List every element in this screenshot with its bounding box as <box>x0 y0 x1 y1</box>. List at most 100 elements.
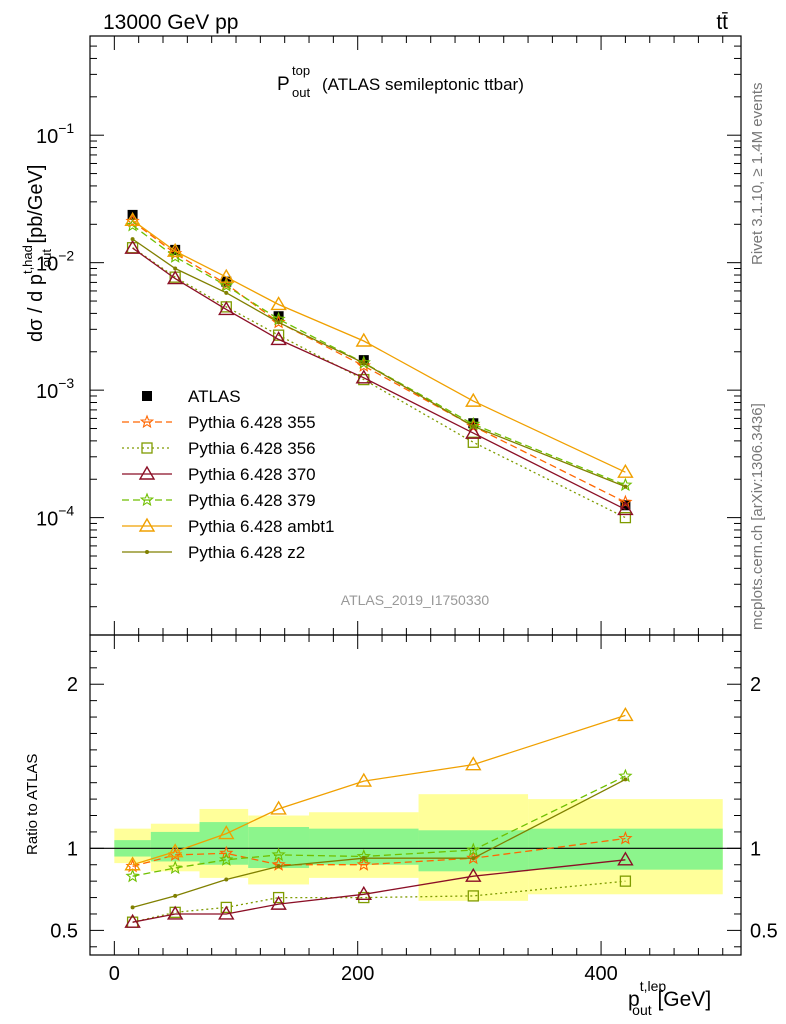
series-p370 <box>124 239 634 516</box>
main-ylabel-unit: [pb/GeV] <box>25 165 47 250</box>
data-point-p356 <box>619 511 632 524</box>
ratio-point-ambt1 <box>270 800 287 815</box>
data-point-ambt1 <box>465 392 482 407</box>
ratio-point-z2 <box>623 777 628 782</box>
ratio-band-inner <box>199 822 249 865</box>
plot-title-main: P <box>277 74 290 95</box>
legend-entry-p379: Pythia 6.428 379 <box>122 491 316 510</box>
ratio-point-z2 <box>361 856 366 861</box>
legend-marker-atlas <box>142 391 152 401</box>
x-tick-label: 400 <box>584 963 617 985</box>
ratio-series-ambt1 <box>124 707 634 871</box>
main-ytick-base: 10 <box>36 509 58 531</box>
ratio-point-p356 <box>358 891 370 904</box>
main-ytick-base: 10 <box>36 254 58 276</box>
data-point-p370 <box>218 301 235 316</box>
plot-title-sub: out <box>292 85 310 100</box>
plot-title: P <box>277 74 290 95</box>
legend-entry-p370: Pythia 6.428 370 <box>122 465 316 484</box>
data-point-p356 <box>272 329 285 341</box>
data-point-z2 <box>361 361 366 366</box>
ratio-point-ambt1 <box>617 707 634 722</box>
ratio-point-p370 <box>218 905 235 920</box>
analysis-id: ATLAS_2019_I1750330 <box>341 592 490 608</box>
ratio-point-ambt1 <box>218 825 235 840</box>
legend-label-p379: Pythia 6.428 379 <box>188 491 316 510</box>
ratio-series-p370 <box>124 851 634 928</box>
ratio-point-p370 <box>124 913 141 928</box>
ratio-frame <box>89 634 742 956</box>
legend-label-p355: Pythia 6.428 355 <box>188 413 316 432</box>
ratio-point-p370 <box>465 867 482 882</box>
data-point-ambt1 <box>617 463 634 478</box>
ratio-point-p370 <box>617 851 634 866</box>
beam-label: 13000 GeV pp <box>103 11 238 34</box>
ratio-point-p370 <box>166 905 184 920</box>
x-tick-label: 0 <box>109 963 120 985</box>
data-point-p370 <box>124 239 141 254</box>
process-label: tt̄ <box>716 11 728 34</box>
data-point-ambt1 <box>270 296 287 311</box>
main-ytick-exp: −4 <box>58 503 74 519</box>
ratio-ytick-label-left: 2 <box>67 674 78 696</box>
data-point-ambt1 <box>124 211 141 226</box>
mcplots-label: mcplots.cern.ch [arXiv:1306.3436] <box>749 403 766 630</box>
main-ylabel-sub: out <box>39 249 54 267</box>
ratio-point-z2 <box>276 864 281 869</box>
legend-marker-z2 <box>145 550 149 554</box>
data-point-atlas <box>468 418 479 429</box>
series-ambt1 <box>124 211 634 478</box>
ratio-ytick-label-right: 1 <box>750 838 761 860</box>
data-point-p370 <box>166 270 184 285</box>
data-point-p370 <box>355 369 373 384</box>
main-ytick-exp: −3 <box>58 375 74 391</box>
ratio-point-p355 <box>356 857 371 871</box>
data-point-p355 <box>618 494 633 509</box>
series-line-p370 <box>132 247 626 510</box>
ratio-point-p379 <box>125 868 140 883</box>
main-ytick-base: 10 <box>36 126 58 148</box>
legend-marker-p355 <box>139 414 155 429</box>
ratio-ytick-label-right: 2 <box>750 674 761 696</box>
main-ytick-base: 10 <box>36 381 58 403</box>
ratio-point-p355 <box>219 845 234 860</box>
ratio-series-z2 <box>130 777 628 910</box>
data-point-p356 <box>467 436 479 448</box>
ratio-point-p356 <box>467 890 479 902</box>
data-point-ambt1 <box>355 332 373 347</box>
rivet-label: Rivet 3.1.10, ≥ 1.4M events <box>749 83 766 266</box>
legend-label-ambt1: Pythia 6.428 ambt1 <box>188 517 334 536</box>
data-point-p370 <box>617 501 634 516</box>
legend-marker-p356 <box>141 442 153 454</box>
data-point-ambt1 <box>218 268 235 283</box>
ratio-line-p370 <box>132 859 626 923</box>
ratio-band-inner <box>528 828 723 870</box>
ratio-ytick-label-left: 0.5 <box>50 920 78 942</box>
legend-entry-ambt1: Pythia 6.428 ambt1 <box>122 517 334 536</box>
main-ytick-label: 10−3 <box>36 375 74 403</box>
legend-entry-p356: Pythia 6.428 356 <box>122 439 316 458</box>
main-ytick-label: 10−2 <box>36 248 74 276</box>
x-axis-label-sub: out <box>632 1002 652 1018</box>
legend-label-p370: Pythia 6.428 370 <box>188 465 316 484</box>
ratio-line-ambt1 <box>132 714 626 866</box>
ratio-point-p356 <box>619 875 632 887</box>
ratio-point-p355 <box>618 830 633 845</box>
data-point-p355 <box>356 358 371 372</box>
main-ylabel-text: dσ / d p <box>25 274 47 342</box>
data-point-z2 <box>623 484 628 489</box>
series-p355 <box>125 213 633 509</box>
series-line-p356 <box>132 247 626 519</box>
main-ylabel: dσ / d pt,had out [pb/GeV] <box>20 165 54 342</box>
main-ytick-exp: −2 <box>58 248 74 264</box>
ratio-panel: 0.5 0.5 1 1 2 2 0 200 400 <box>50 634 778 985</box>
ratio-point-p356 <box>220 901 232 914</box>
data-point-z2 <box>224 290 229 295</box>
data-point-z2 <box>276 320 281 325</box>
ratio-point-p370 <box>355 885 373 900</box>
ratio-point-p379 <box>466 842 481 856</box>
plot-title-rest: (ATLAS semileptonic ttbar) <box>322 75 524 94</box>
x-axis-label-unit: [GeV] <box>652 988 712 1011</box>
